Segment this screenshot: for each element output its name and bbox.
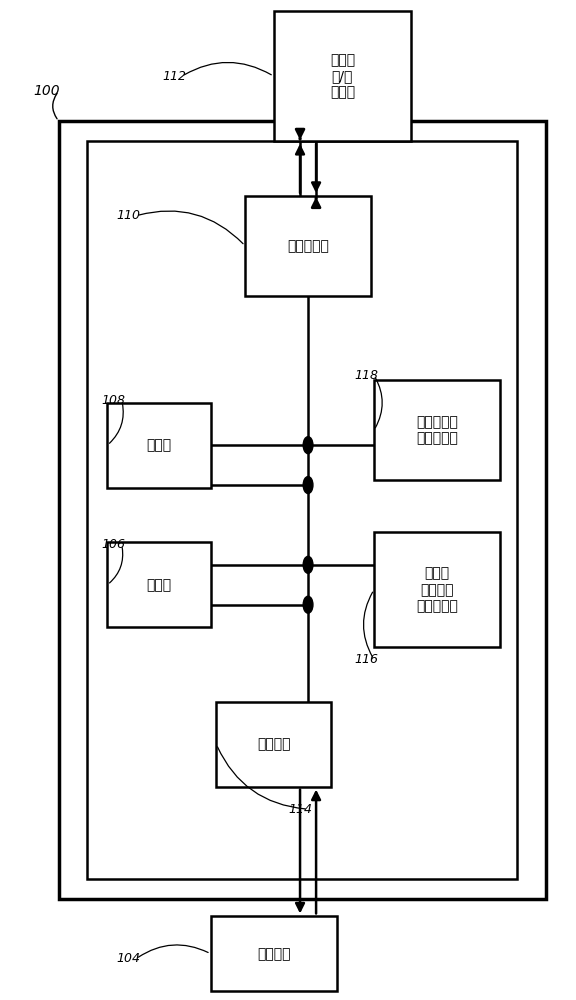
Text: 一个或
多个生物
计量传感器: 一个或 多个生物 计量传感器 bbox=[416, 567, 458, 613]
Text: 112: 112 bbox=[162, 70, 186, 83]
FancyBboxPatch shape bbox=[108, 542, 211, 627]
FancyBboxPatch shape bbox=[217, 702, 331, 787]
FancyBboxPatch shape bbox=[108, 403, 211, 488]
Text: 用户接口: 用户接口 bbox=[257, 737, 290, 751]
Text: 118: 118 bbox=[354, 369, 378, 382]
Text: 100: 100 bbox=[33, 84, 59, 98]
Circle shape bbox=[303, 556, 313, 573]
Circle shape bbox=[303, 437, 313, 454]
FancyBboxPatch shape bbox=[274, 11, 411, 141]
Text: 存储器: 存储器 bbox=[146, 438, 172, 452]
Text: 一个或多个
环境传感器: 一个或多个 环境传感器 bbox=[416, 415, 458, 445]
Text: 客户器
和/或
服务器: 客户器 和/或 服务器 bbox=[330, 53, 355, 99]
Text: 104: 104 bbox=[116, 952, 140, 965]
Text: 用户交互: 用户交互 bbox=[257, 947, 290, 961]
FancyBboxPatch shape bbox=[59, 121, 546, 899]
Text: 114: 114 bbox=[288, 803, 312, 816]
Text: 106: 106 bbox=[102, 538, 126, 551]
FancyBboxPatch shape bbox=[374, 532, 500, 647]
FancyBboxPatch shape bbox=[374, 380, 500, 480]
Text: 处理器: 处理器 bbox=[146, 578, 172, 592]
Text: 108: 108 bbox=[102, 394, 126, 407]
Text: 110: 110 bbox=[116, 209, 140, 222]
Circle shape bbox=[303, 477, 313, 494]
FancyBboxPatch shape bbox=[245, 196, 371, 296]
FancyBboxPatch shape bbox=[211, 916, 337, 991]
Text: 无线收发器: 无线收发器 bbox=[287, 239, 329, 253]
Circle shape bbox=[303, 596, 313, 613]
Text: 116: 116 bbox=[354, 653, 378, 666]
FancyBboxPatch shape bbox=[88, 141, 517, 879]
